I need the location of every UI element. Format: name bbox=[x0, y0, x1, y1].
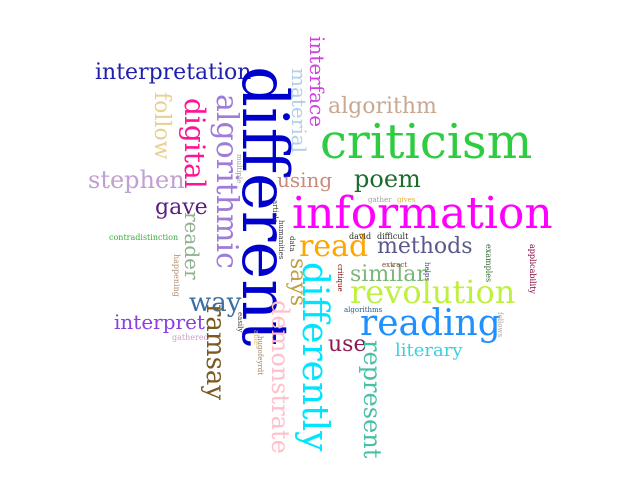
word-way: way bbox=[189, 288, 242, 318]
word-helps: helps bbox=[423, 262, 431, 281]
word-critique: critique bbox=[336, 264, 344, 292]
word-use: use bbox=[328, 332, 367, 357]
word-represent: demonstrate bbox=[266, 300, 294, 454]
word-interpretation: interpretation bbox=[95, 60, 252, 85]
word-interpret: interpret bbox=[114, 310, 205, 334]
word-difficult: difficult bbox=[377, 232, 409, 241]
word-poem: poem bbox=[354, 165, 421, 193]
word-contradistinction: contradistinction bbox=[109, 233, 179, 242]
word-methods: methods bbox=[377, 234, 473, 259]
word-hugofeyrdt: hugofeyrdt bbox=[256, 336, 264, 376]
word-gave: gave bbox=[155, 195, 208, 220]
word-reading: reading bbox=[360, 303, 501, 344]
word-stephen: stephen bbox=[88, 166, 185, 194]
word-ramsay: ramsay bbox=[200, 304, 230, 401]
word-reader: reader bbox=[180, 212, 204, 280]
word-read: read bbox=[299, 229, 369, 264]
word-demonstrate: represent bbox=[358, 340, 386, 459]
word-david: david bbox=[349, 232, 372, 241]
word-data: data bbox=[288, 236, 296, 252]
word-extract: extract bbox=[382, 261, 408, 269]
word-using: using bbox=[277, 168, 333, 192]
word-examples: examples bbox=[484, 244, 493, 283]
word-similar: similar bbox=[350, 262, 427, 287]
word-happening: happening bbox=[172, 254, 181, 297]
word-multiple: multiple bbox=[235, 154, 243, 184]
word-gather: gather bbox=[368, 196, 392, 204]
word-interface: interface bbox=[305, 36, 329, 128]
word-algorithms: algorithms bbox=[344, 306, 383, 314]
word-criticism: criticism bbox=[320, 114, 533, 170]
word-information: information bbox=[292, 188, 553, 239]
word-revolution: revolution bbox=[350, 273, 516, 311]
word-gives: gives bbox=[397, 196, 416, 204]
word-literary: literary bbox=[395, 340, 463, 361]
word-gathered: gathered bbox=[172, 333, 209, 342]
word-says: says bbox=[285, 258, 310, 307]
word-digital: digital bbox=[178, 98, 211, 189]
word-humanities: humanities bbox=[277, 220, 285, 260]
word-follow: follow bbox=[149, 92, 174, 160]
word-algorithm: algorithm bbox=[328, 94, 437, 119]
word-easily: easily bbox=[236, 312, 244, 333]
word-follows: follows bbox=[496, 312, 504, 338]
word-applicability: applicability bbox=[528, 244, 537, 294]
